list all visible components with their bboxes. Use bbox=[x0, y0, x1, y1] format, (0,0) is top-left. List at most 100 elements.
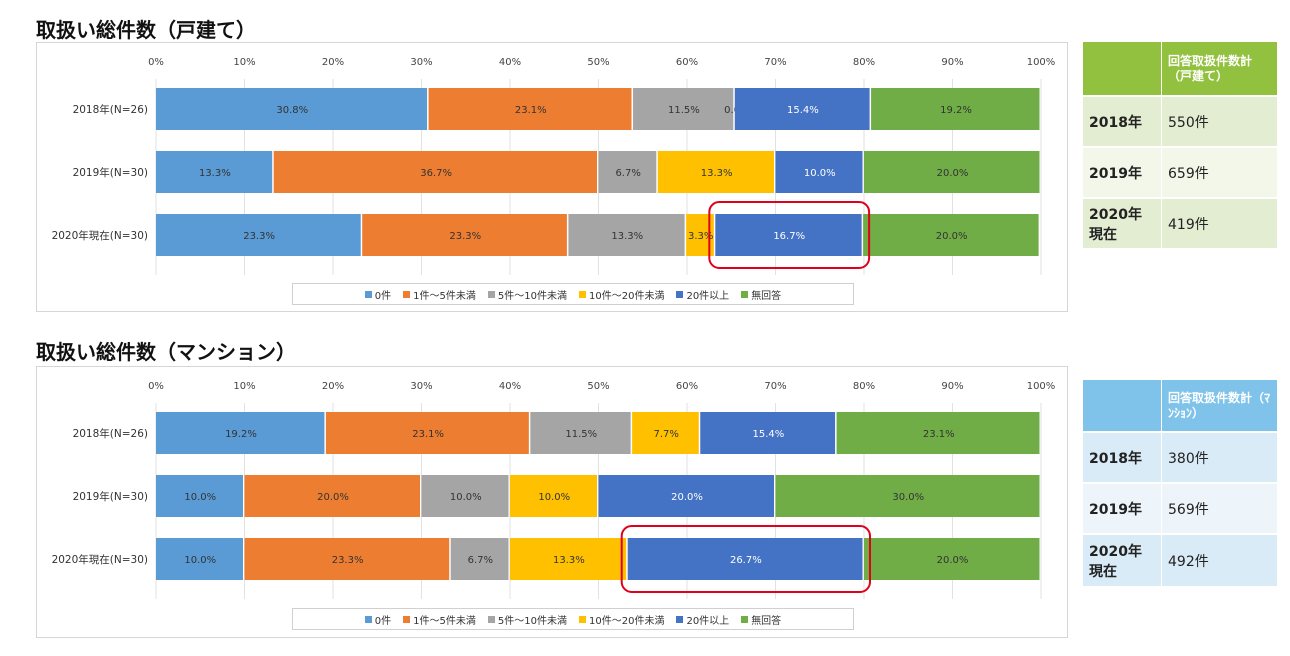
legend-swatch bbox=[403, 615, 411, 623]
data-label: 19.2% bbox=[225, 429, 257, 440]
bar-segment bbox=[598, 151, 657, 193]
legend-label: 0件 bbox=[374, 615, 392, 627]
data-label: 6.7% bbox=[468, 555, 493, 566]
table-year: 2020年現在 bbox=[1083, 197, 1162, 248]
legend-label: 5件～10件未満 bbox=[497, 615, 567, 627]
legend-label: 10件～20件未満 bbox=[589, 290, 665, 302]
x-tick-label: 70% bbox=[764, 381, 786, 392]
legend-swatch bbox=[487, 615, 495, 623]
x-tick-label: 80% bbox=[853, 381, 875, 392]
bar-segment bbox=[362, 214, 567, 256]
legend-label: 1件～5件未満 bbox=[413, 290, 476, 302]
table-row: 2019年 659件 bbox=[1083, 146, 1277, 198]
legend-label: 無回答 bbox=[751, 290, 782, 302]
table-value: 492件 bbox=[1161, 533, 1277, 586]
x-tick-label: 10% bbox=[233, 381, 255, 392]
data-label: 19.2% bbox=[940, 105, 972, 116]
data-label: 13.3% bbox=[701, 168, 733, 179]
bar-segment bbox=[632, 412, 699, 454]
legend-item: 1件～5件未満 bbox=[403, 287, 476, 302]
bar-segment bbox=[244, 475, 420, 517]
table-year: 2019年 bbox=[1083, 146, 1162, 198]
legend-item: 1件～5件未満 bbox=[403, 612, 476, 627]
bar-segment bbox=[156, 151, 273, 193]
bar-segment bbox=[568, 214, 685, 256]
bar-segment bbox=[421, 475, 509, 517]
data-label: 3.3% bbox=[688, 231, 713, 242]
data-label: 11.5% bbox=[565, 429, 597, 440]
chart-legend-condo: 0件 1件～5件未満 5件～10件未満 10件～20件未満 20件以上 無回答 bbox=[292, 608, 854, 630]
bar-segment bbox=[510, 538, 627, 580]
legend-label: 1件～5件未満 bbox=[413, 615, 476, 627]
category-label: 2020年現在(N=30) bbox=[52, 229, 148, 242]
data-label: 36.7% bbox=[420, 168, 452, 179]
data-label: 15.4% bbox=[753, 429, 785, 440]
stacked-bar-chart-condo: 0% 10% 20% 30% 40% 50% 60% 70% 80% 90% 100% 2018年(N… bbox=[52, 381, 1056, 599]
bar-segment bbox=[244, 538, 450, 580]
table-year: 2019年 bbox=[1083, 482, 1162, 534]
legend-swatch bbox=[579, 290, 586, 298]
count-table-detached: 回答取扱件数計（戸建て） 2018年 550件 2019年 659件 2020年… bbox=[1083, 42, 1277, 248]
data-label: 13.3% bbox=[199, 168, 231, 179]
chart-panel-detached: 0% 10% 20% 30% 40% 50% 60% 70% 80% 90% 100% 2018年(N… bbox=[36, 42, 1068, 312]
legend-item: 20件以上 bbox=[676, 612, 729, 627]
data-label: 10.0% bbox=[184, 555, 216, 566]
chart-legend-detached: 0件 1件～5件未満 5件～10件未満 10件～20件未満 20件以上 無回答 bbox=[292, 283, 854, 305]
bar-segment bbox=[510, 475, 597, 517]
legend-swatch bbox=[676, 615, 684, 623]
legend-item: 無回答 bbox=[741, 612, 781, 627]
data-label: 23.3% bbox=[243, 231, 275, 242]
chart-panel-condo: 0% 10% 20% 30% 40% 50% 60% 70% 80% 90% 100% 2018年(N… bbox=[36, 366, 1068, 638]
data-label: 20.0% bbox=[937, 168, 969, 179]
data-label: 23.1% bbox=[923, 429, 955, 440]
count-table-condo: 回答取扱件数計（ﾏﾝｼｮﾝ） 2018年 380件 2019年 569件 202… bbox=[1083, 380, 1277, 586]
table-value: 419件 bbox=[1161, 197, 1277, 248]
data-label: 30.8% bbox=[276, 105, 308, 116]
bar-segment bbox=[657, 151, 774, 193]
table-row: 2019年 569件 bbox=[1083, 482, 1277, 534]
data-label: 16.7% bbox=[773, 231, 805, 242]
x-tick-label: 30% bbox=[410, 57, 432, 68]
x-tick-label: 10% bbox=[233, 57, 255, 68]
bar-segment bbox=[715, 214, 862, 256]
bar-segment bbox=[775, 475, 1040, 517]
x-tick-label: 90% bbox=[941, 381, 963, 392]
x-tick-label: 0% bbox=[148, 381, 164, 392]
category-label: 2018年(N=26) bbox=[73, 103, 148, 116]
table-year: 2018年 bbox=[1083, 431, 1162, 483]
data-label: 10.0% bbox=[450, 492, 482, 503]
category-label: 2019年(N=30) bbox=[73, 166, 148, 179]
bar-segment bbox=[627, 538, 863, 580]
x-tick-label: 70% bbox=[764, 57, 786, 68]
data-label: 11.5% bbox=[668, 105, 700, 116]
data-label: 10.0% bbox=[804, 168, 836, 179]
bar-segment bbox=[734, 88, 870, 130]
x-tick-label: 100% bbox=[1027, 381, 1056, 392]
data-label: 26.7% bbox=[730, 555, 762, 566]
data-label: 13.3% bbox=[611, 231, 643, 242]
data-label: 23.3% bbox=[449, 231, 481, 242]
data-label: 13.3% bbox=[553, 555, 585, 566]
data-label: 6.7% bbox=[615, 168, 640, 179]
bar-segment bbox=[450, 538, 509, 580]
legend-label: 無回答 bbox=[751, 615, 782, 627]
table-value: 659件 bbox=[1161, 146, 1277, 198]
table-header-blank bbox=[1083, 380, 1162, 432]
bar-segment bbox=[864, 151, 1040, 193]
x-tick-label: 40% bbox=[499, 57, 521, 68]
highlight-box bbox=[620, 525, 872, 593]
table-year: 2018年 bbox=[1083, 95, 1162, 147]
data-label: 20.0% bbox=[317, 492, 349, 503]
legend-swatch bbox=[487, 290, 495, 298]
table-header: 回答取扱件数計（ﾏﾝｼｮﾝ） bbox=[1161, 380, 1277, 432]
x-tick-label: 60% bbox=[676, 57, 698, 68]
bar-segment bbox=[156, 538, 243, 580]
bar-segment bbox=[156, 475, 243, 517]
legend-item: 5件～10件未満 bbox=[487, 612, 567, 627]
category-label: 2020年現在(N=30) bbox=[52, 553, 148, 566]
chart-title-detached: 取扱い総件数（戸建て） bbox=[36, 18, 256, 42]
bar-segment bbox=[863, 214, 1039, 256]
stacked-bar-chart-detached: 0% 10% 20% 30% 40% 50% 60% 70% 80% 90% 100% 2018年(N… bbox=[52, 57, 1055, 275]
category-label: 2019年(N=30) bbox=[73, 490, 148, 503]
table-row: 2020年現在 419件 bbox=[1083, 197, 1277, 248]
